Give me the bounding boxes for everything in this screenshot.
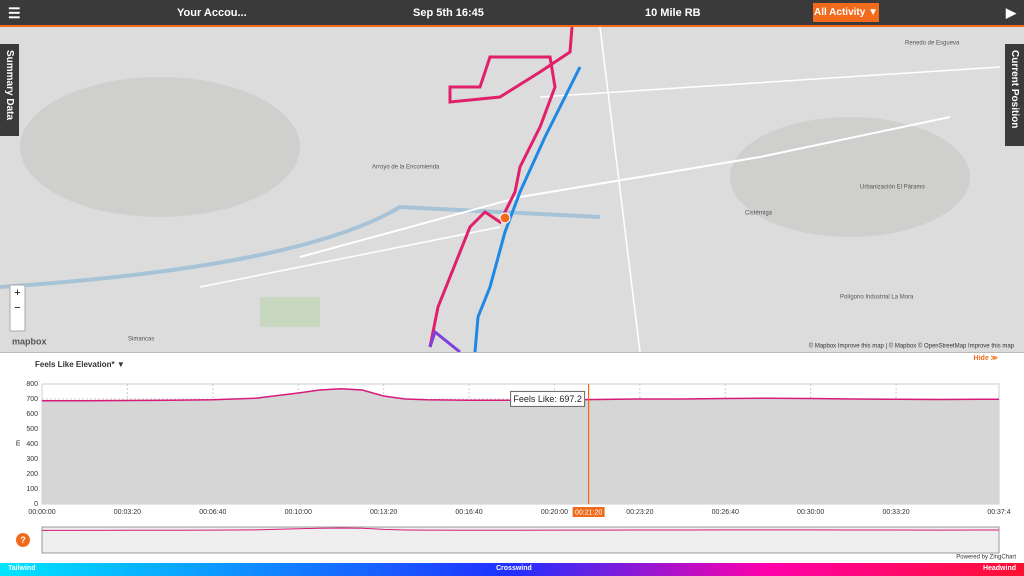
x-tick-label: 00:06:40: [199, 509, 226, 516]
x-tick-label: 00:20:00: [541, 509, 568, 516]
powered-by: Powered by ZingChart: [956, 555, 1016, 561]
y-tick-label: 300: [26, 456, 38, 463]
summary-tab[interactable]: Summary Data: [0, 44, 19, 136]
zoom-in[interactable]: +: [14, 287, 20, 299]
x-tick-label: 00:26:40: [712, 509, 739, 516]
cursor-label: 00:21:20: [575, 509, 602, 516]
activity-name[interactable]: 10 Mile RB: [645, 7, 701, 19]
date[interactable]: Sep 5th 16:45: [413, 7, 484, 19]
cursor-label-bg: [572, 507, 605, 517]
wind-legend: Tailwind Crosswind Headwind: [0, 563, 1024, 576]
current-position-tab[interactable]: Current Position: [1005, 44, 1024, 146]
x-tick-label: 00:16:40: [455, 509, 482, 516]
wind-label: Crosswind: [496, 565, 532, 572]
zoom-control: [9, 284, 26, 332]
y-tick-label: 100: [26, 486, 38, 493]
y-tick-label: 400: [26, 441, 38, 448]
x-tick-label: 00:03:20: [114, 509, 141, 516]
y-tick-label: 0: [34, 501, 38, 508]
top-bar: ☰ Your Accou... Sep 5th 16:45 10 Mile RB…: [0, 0, 1024, 27]
zoom-out[interactable]: −: [14, 302, 20, 314]
x-tick-label: 00:33:20: [882, 509, 909, 516]
area: [42, 388, 999, 504]
map-label: Cistérniga: [745, 211, 773, 217]
help-icon[interactable]: [16, 533, 30, 547]
tooltip-bg: [510, 390, 586, 407]
attribution[interactable]: © Mapbox Improve this map | © Mapbox © O…: [809, 343, 1015, 350]
play-icon[interactable]: ▶: [1006, 5, 1016, 20]
wind-label: Headwind: [982, 565, 1016, 572]
account[interactable]: Your Accou...: [177, 7, 247, 19]
x-tick-label: 00:13:20: [370, 509, 397, 516]
help-text[interactable]: ?: [20, 535, 26, 545]
map-label: Urbanización El Páramo: [860, 185, 925, 191]
x-tick-label: 00:00:00: [28, 509, 55, 516]
map-label: Renedo de Esgueva: [905, 41, 960, 47]
y-tick-label: 700: [26, 396, 38, 403]
y-axis-label: m: [15, 440, 22, 446]
x-tick-label: 00:37:4: [987, 509, 1010, 516]
map-label: Simancas: [128, 337, 154, 343]
x-tick-label: 00:10:00: [285, 509, 312, 516]
mapbox-logo: mapbox: [12, 336, 47, 346]
chart-title[interactable]: Feels Like Elevation* ▼: [35, 360, 125, 369]
map-label: Polígono Industrial La Mora: [840, 295, 914, 301]
y-tick-label: 500: [26, 426, 38, 433]
navigator: [41, 526, 1000, 554]
x-tick-label: 00:30:00: [797, 509, 824, 516]
tooltip: Feels Like: 697.2: [513, 394, 582, 404]
wind-label: Tailwind: [8, 565, 36, 572]
chart-panel: Feels Like Elevation* ▼ Hide ≫ m ? Power…: [0, 352, 1024, 563]
menu-icon[interactable]: ☰: [8, 5, 21, 21]
y-tick-label: 200: [26, 471, 38, 478]
series-line: [42, 388, 999, 402]
filter-button[interactable]: All Activity ▼: [813, 3, 879, 22]
map-label: Arroyo de la Encomienda: [372, 165, 440, 171]
x-tick-label: 00:23:20: [626, 509, 653, 516]
hide-button[interactable]: Hide ≫: [974, 355, 998, 362]
map: Arroyo de la Encomienda Simancas Cistérn…: [0, 27, 1024, 352]
y-tick-label: 800: [26, 381, 38, 388]
y-tick-label: 600: [26, 411, 38, 418]
navigator-line: [42, 527, 999, 531]
